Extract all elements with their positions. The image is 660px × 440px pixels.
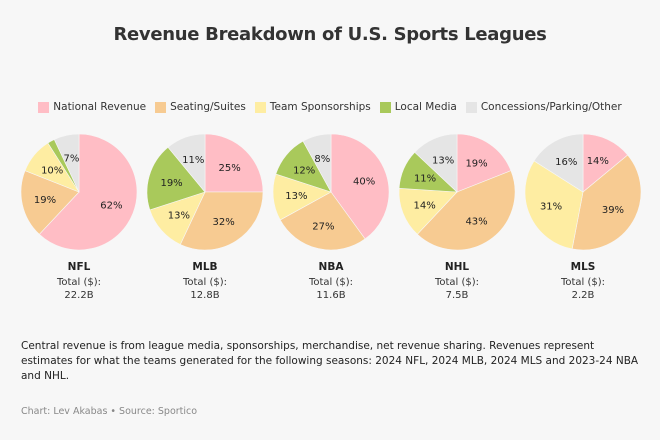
- pie-slice-seating-suites: [179, 191, 264, 251]
- pie-slice-national-revenue: [582, 133, 629, 193]
- legend-swatch: [155, 101, 167, 113]
- total-label: Total ($):: [56, 277, 101, 288]
- league-name: NBA: [319, 261, 345, 273]
- slice-label: 16%: [555, 157, 577, 168]
- slice-label: 19%: [160, 178, 182, 189]
- league-name: NHL: [445, 261, 470, 273]
- legend-item-local-media: Local Media: [379, 101, 457, 113]
- slice-label: 43%: [465, 216, 487, 227]
- total-value: 22.2B: [64, 290, 93, 301]
- pie-slice-concessions-parking-other: [533, 133, 584, 193]
- total-label: Total ($):: [308, 277, 353, 288]
- pie-slice-seating-suites: [416, 170, 516, 251]
- pie-slice-concessions-parking-other: [302, 133, 332, 193]
- slice-label: 19%: [465, 159, 487, 170]
- slice-label: 27%: [312, 221, 334, 232]
- legend-item-concessions: Concessions/Parking/Other: [465, 101, 622, 113]
- slice-label: 13%: [285, 191, 307, 202]
- total-value: 11.6B: [316, 290, 345, 301]
- slice-label: 12%: [293, 165, 315, 176]
- legend-swatch: [254, 101, 266, 113]
- league-name: MLS: [571, 261, 596, 273]
- slice-label: 62%: [100, 200, 122, 211]
- pie-slice-national-revenue: [456, 133, 512, 193]
- slice-label: 32%: [213, 217, 235, 228]
- legend-label: Team Sponsorships: [269, 101, 371, 113]
- pie-slice-national-revenue: [38, 133, 138, 251]
- slice-label: 14%: [587, 156, 609, 167]
- pie-slice-local-media: [146, 146, 206, 211]
- slice-label: 25%: [218, 163, 240, 174]
- total-value: 12.8B: [190, 290, 219, 301]
- slice-label: 14%: [414, 200, 436, 211]
- slice-label: 7%: [63, 154, 79, 165]
- slice-label: 10%: [41, 165, 63, 176]
- legend-label: Concessions/Parking/Other: [480, 101, 622, 113]
- pie-slice-seating-suites: [571, 154, 642, 251]
- slice-label: 11%: [182, 155, 204, 166]
- total-label: Total ($):: [560, 277, 605, 288]
- legend-item-team-sponsorships: Team Sponsorships: [254, 101, 371, 113]
- total-value: 7.5B: [446, 290, 469, 301]
- pie-mls: 14% 39% 31% 16% MLS Total ($): 2.2B: [524, 133, 642, 301]
- pie-slice-team-sponsorships: [398, 188, 458, 235]
- slice-label: 40%: [353, 177, 375, 188]
- legend-swatch: [38, 101, 50, 113]
- pie-slice-concessions-parking-other: [414, 133, 458, 193]
- league-name: NFL: [68, 261, 91, 273]
- slice-label: 31%: [540, 201, 562, 212]
- league-name: MLB: [192, 261, 217, 273]
- total-label: Total ($):: [182, 277, 227, 288]
- pie-slice-concessions-parking-other: [167, 133, 206, 193]
- pie-slice-seating-suites: [279, 191, 366, 251]
- slice-label: 8%: [314, 154, 330, 165]
- pie-nhl: 19% 43% 14% 11% 13% NHL Total ($): 7.5B: [398, 133, 516, 301]
- footnote: Central revenue is from league media, sp…: [21, 340, 639, 382]
- slice-label: 39%: [602, 205, 624, 216]
- chart-title: Revenue Breakdown of U.S. Sports Leagues: [113, 24, 547, 45]
- legend: National Revenue Seating/Suites Team Spo…: [0, 101, 660, 113]
- legend-swatch: [465, 101, 477, 113]
- legend-label: Seating/Suites: [170, 101, 246, 113]
- legend-label: Local Media: [394, 101, 457, 113]
- legend-label: National Revenue: [53, 101, 147, 113]
- credit: Chart: Lev Akabas • Source: Sportico: [21, 406, 198, 417]
- pie-nfl: 62% 19% 10%7% NFL Total ($): 22.2B: [20, 133, 138, 301]
- slice-label: 13%: [432, 156, 454, 167]
- total-label: Total ($):: [434, 277, 479, 288]
- slice-label: 11%: [414, 174, 436, 185]
- pie-slice-concessions-parking-other: [53, 133, 80, 193]
- total-value: 2.2B: [572, 290, 595, 301]
- legend-item-seating-suites: Seating/Suites: [155, 101, 246, 113]
- pie-slice-national-revenue: [330, 133, 390, 240]
- slice-label: 19%: [34, 195, 56, 206]
- legend-swatch: [379, 101, 391, 113]
- slice-label: 13%: [168, 211, 190, 222]
- pie-mlb: 25% 32% 13% 19% 11% MLB Total ($): 12.8B: [146, 133, 264, 301]
- legend-item-national-revenue: National Revenue: [38, 101, 146, 113]
- pie-nba: 40% 27% 13% 12%8% NBA Total ($): 11.6B: [272, 133, 390, 301]
- pie-slice-national-revenue: [204, 133, 264, 193]
